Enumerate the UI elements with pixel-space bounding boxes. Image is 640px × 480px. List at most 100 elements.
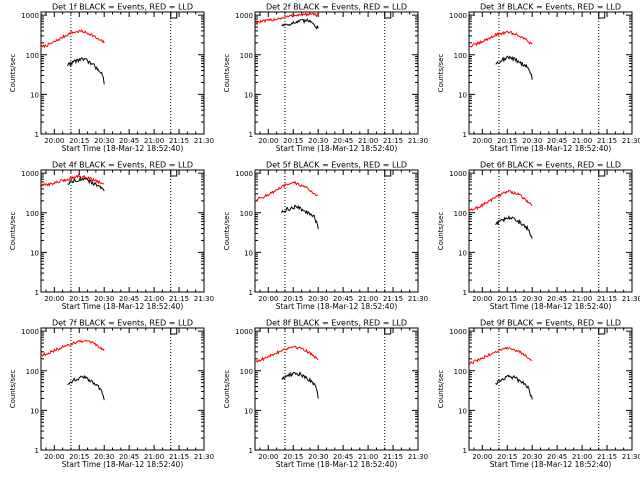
y-axis-label: Counts/sec [223, 370, 231, 409]
panel-det-4: Det 4f BLACK = Events, RED = LLD 20:00 20:… [9, 161, 214, 312]
x-tick-label: 21:30 [622, 453, 640, 461]
x-tick-label: 20:30 [522, 453, 542, 461]
panel-det-5: Det 5f BLACK = Events, RED = LLD 20:00 20:… [223, 161, 428, 312]
y-tick-label: 100 [26, 210, 39, 218]
series-line-events [495, 214, 533, 239]
series-line-events [281, 204, 319, 230]
x-tick-label: 20:00 [258, 137, 278, 145]
y-tick-label: 1000 [235, 12, 253, 20]
chart-title: Det 5f BLACK = Events, RED = LLD [266, 161, 407, 170]
x-tick-label: 21:15 [383, 453, 403, 461]
marker-bracket [170, 12, 178, 19]
x-tick-label: 20:30 [522, 295, 542, 303]
x-tick-label: 20:00 [44, 295, 64, 303]
x-tick-label: 20:00 [44, 137, 64, 145]
y-tick-label: 100 [454, 52, 467, 60]
x-tick-label: 20:45 [547, 453, 567, 461]
y-tick-label: 1000 [21, 12, 39, 20]
plot-frame [468, 11, 633, 135]
marker-bracket [598, 328, 606, 335]
y-tick-label: 1 [463, 289, 467, 297]
y-axis-label: Counts/sec [437, 370, 445, 409]
y-tick-label: 1000 [235, 328, 253, 336]
marker-bracket [384, 170, 392, 177]
y-tick-label: 1000 [449, 328, 467, 336]
x-tick-label: 21:15 [169, 453, 189, 461]
y-tick-label: 1 [249, 447, 253, 455]
x-tick-label: 21:00 [144, 295, 164, 303]
x-tick-label: 20:45 [333, 137, 353, 145]
panel-det-8: Det 8f BLACK = Events, RED = LLD 20:00 20:… [223, 319, 428, 470]
chart-title: Det 9f BLACK = Events, RED = LLD [480, 319, 621, 328]
y-tick-label: 10 [244, 249, 253, 257]
x-tick-label: 21:00 [572, 295, 592, 303]
y-tick-label: 1 [35, 447, 39, 455]
series-line-lld [40, 339, 105, 358]
series-line-lld [40, 28, 105, 49]
x-tick-label: 21:15 [383, 295, 403, 303]
series-line-lld [254, 345, 319, 363]
plot-frame [40, 327, 205, 451]
x-axis-label: Start Time (18-Mar-12 18:52:40) [62, 302, 184, 311]
y-tick-label: 100 [26, 368, 39, 376]
x-tick-label: 21:15 [169, 137, 189, 145]
y-axis-label: Counts/sec [437, 54, 445, 93]
series-line-events [495, 374, 533, 400]
y-tick-label: 100 [240, 52, 253, 60]
chart-title: Det 7f BLACK = Events, RED = LLD [52, 319, 193, 328]
y-tick-label: 1000 [21, 170, 39, 178]
x-tick-label: 21:00 [144, 137, 164, 145]
y-tick-label: 10 [458, 249, 467, 257]
chart-title: Det 3f BLACK = Events, RED = LLD [480, 3, 621, 12]
x-tick-label: 20:30 [308, 295, 328, 303]
plot-frame [468, 169, 633, 293]
plot-frame [254, 169, 419, 293]
x-tick-label: 21:30 [408, 295, 428, 303]
plot-frame [254, 327, 419, 451]
series-line-lld [40, 173, 105, 187]
panel-det-7: Det 7f BLACK = Events, RED = LLD 20:00 20:… [9, 319, 214, 470]
panel-det-1: Det 1f BLACK = Events, RED = LLD 20:00 20:… [9, 3, 214, 154]
x-tick-label: 20:15 [283, 137, 303, 145]
x-tick-label: 20:45 [333, 453, 353, 461]
x-tick-label: 20:15 [69, 295, 89, 303]
x-axis-label: Start Time (18-Mar-12 18:52:40) [490, 144, 612, 153]
x-tick-label: 21:30 [408, 137, 428, 145]
y-tick-label: 1 [463, 131, 467, 139]
x-tick-label: 20:45 [547, 137, 567, 145]
chart-title: Det 6f BLACK = Events, RED = LLD [480, 161, 621, 170]
x-tick-label: 20:15 [283, 295, 303, 303]
x-tick-label: 20:15 [497, 137, 517, 145]
x-tick-label: 20:15 [497, 453, 517, 461]
x-tick-label: 20:00 [258, 453, 278, 461]
x-tick-label: 20:45 [333, 295, 353, 303]
chart-title: Det 8f BLACK = Events, RED = LLD [266, 319, 407, 328]
x-axis-label: Start Time (18-Mar-12 18:52:40) [490, 302, 612, 311]
series-line-lld [254, 12, 319, 25]
x-tick-label: 21:00 [572, 453, 592, 461]
chart-title: Det 1f BLACK = Events, RED = LLD [52, 3, 193, 12]
panel-det-2: Det 2f BLACK = Events, RED = LLD 20:00 20:… [223, 3, 428, 154]
series-line-lld [254, 180, 319, 202]
x-tick-label: 20:15 [69, 453, 89, 461]
series-line-events [67, 175, 105, 192]
x-tick-label: 20:45 [547, 295, 567, 303]
y-tick-label: 100 [454, 368, 467, 376]
panel-det-3: Det 3f BLACK = Events, RED = LLD 20:00 20:… [437, 3, 640, 154]
y-tick-label: 10 [244, 91, 253, 99]
plot-frame [468, 327, 633, 451]
y-tick-label: 10 [30, 249, 39, 257]
plot-frame [254, 11, 419, 135]
x-tick-label: 20:00 [44, 453, 64, 461]
x-axis-label: Start Time (18-Mar-12 18:52:40) [490, 460, 612, 469]
x-tick-label: 21:30 [194, 295, 214, 303]
x-axis-label: Start Time (18-Mar-12 18:52:40) [62, 144, 184, 153]
y-tick-label: 100 [454, 210, 467, 218]
y-tick-label: 1 [463, 447, 467, 455]
x-tick-label: 21:15 [383, 137, 403, 145]
x-axis-label: Start Time (18-Mar-12 18:52:40) [276, 460, 398, 469]
y-tick-label: 10 [30, 407, 39, 415]
plot-frame [40, 11, 205, 135]
y-axis-label: Counts/sec [9, 54, 17, 93]
x-tick-label: 20:30 [94, 453, 114, 461]
